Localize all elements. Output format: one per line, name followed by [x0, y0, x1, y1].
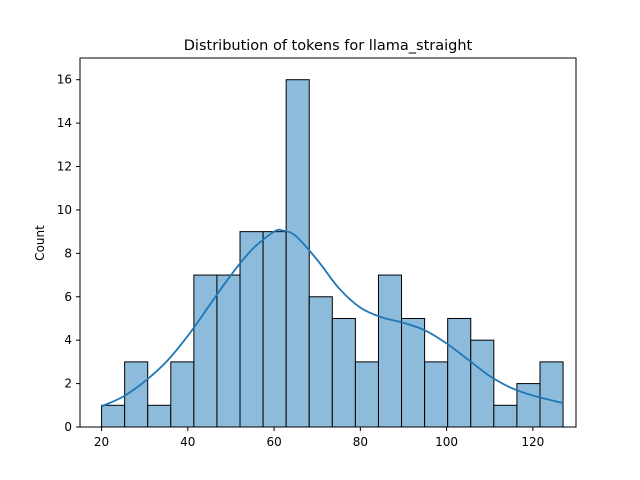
histogram-bar-2: [147, 404, 172, 428]
x-tick-label: 40: [180, 435, 195, 449]
histogram-bar-10: [331, 317, 356, 428]
y-tick-label: 0: [64, 420, 72, 434]
histogram-bar-18: [516, 383, 541, 428]
y-tick-label: 8: [64, 246, 72, 260]
x-tick-label: 20: [94, 435, 109, 449]
histogram-bar-17: [493, 404, 518, 428]
y-axis-label: Count: [33, 225, 47, 261]
histogram-bar-7: [262, 231, 287, 428]
histogram-bar-3: [170, 361, 195, 428]
histogram-bar-6: [239, 231, 264, 428]
histogram-bar-5: [216, 274, 241, 428]
histogram-bar-11: [354, 361, 379, 428]
kde-curve: [101, 228, 564, 408]
x-axis-ticks: 20 40 60 80 100 120: [94, 427, 544, 449]
histogram-bar-12: [377, 274, 403, 428]
histogram-bar-9: [308, 296, 333, 428]
histogram-bar-16: [470, 339, 495, 428]
y-tick-label: 2: [64, 377, 72, 391]
x-tick-label: 120: [521, 435, 544, 449]
x-tick-label: 60: [266, 435, 281, 449]
y-tick-label: 16: [57, 73, 72, 87]
bars-group: [101, 79, 564, 428]
histogram-bar-15: [447, 317, 472, 428]
histogram-bar-13: [401, 317, 426, 428]
y-tick-label: 14: [57, 116, 72, 130]
histogram-bar-19: [539, 361, 564, 428]
y-tick-label: 6: [64, 290, 72, 304]
y-tick-label: 12: [57, 160, 72, 174]
y-tick-label: 10: [57, 203, 72, 217]
y-tick-label: 4: [64, 333, 72, 347]
histogram-bar-8: [285, 79, 310, 428]
chart-title: Distribution of tokens for llama_straigh…: [184, 38, 473, 54]
y-axis-ticks: 0 2 4 6 8 10 12 14 16: [57, 73, 80, 434]
x-tick-label: 80: [353, 435, 368, 449]
x-tick-label: 100: [435, 435, 458, 449]
plot-frame: [79, 57, 577, 428]
histogram-bar-0: [101, 404, 126, 428]
histogram-bar-4: [193, 274, 218, 428]
histogram-bar-14: [424, 361, 449, 428]
